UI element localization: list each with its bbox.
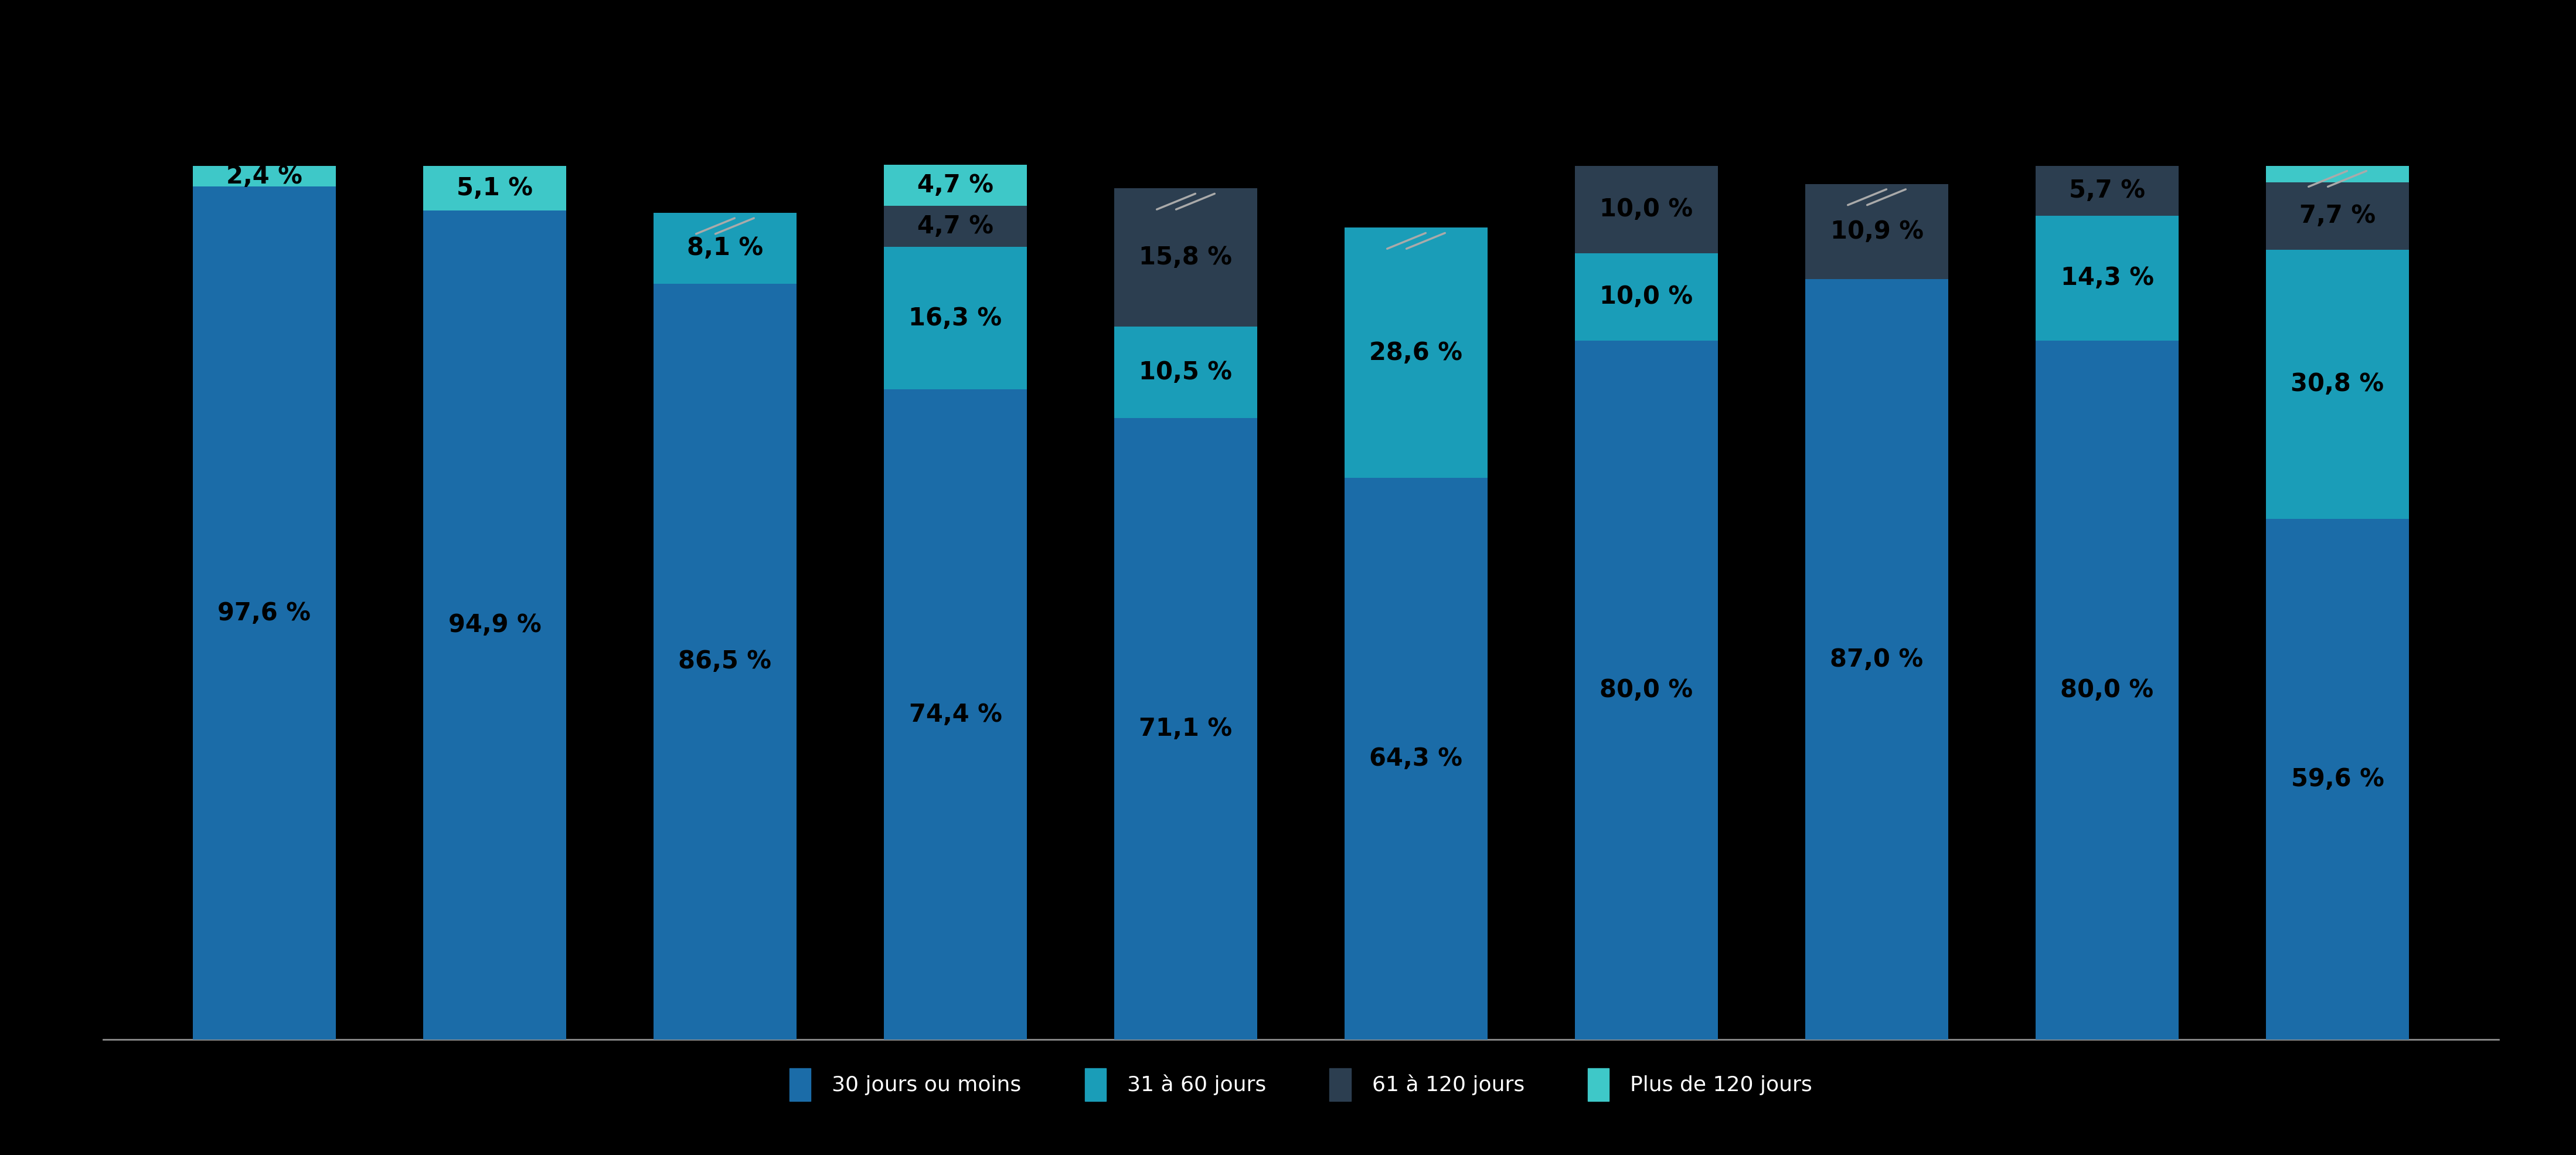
Bar (884, 206, 1028, 247)
Bar (2035, 165, 2179, 216)
Bar (422, 165, 567, 210)
Text: 5,7 %: 5,7 % (2069, 178, 2146, 203)
Bar (1345, 478, 1486, 1040)
Bar (2267, 165, 2409, 182)
Text: 4,7 %: 4,7 % (917, 173, 994, 198)
Bar (1806, 280, 1947, 1040)
Bar (1115, 418, 1257, 1040)
Text: 10,9 %: 10,9 % (1829, 219, 1924, 244)
Bar (1345, 228, 1486, 478)
Bar (2035, 216, 2179, 341)
Bar (2035, 341, 2179, 1040)
Text: 5,1 %: 5,1 % (456, 176, 533, 200)
Text: 14,3 %: 14,3 % (2061, 266, 2154, 290)
Bar (2267, 249, 2409, 519)
Text: 64,3 %: 64,3 % (1370, 746, 1463, 770)
Text: 8,1 %: 8,1 % (688, 236, 762, 261)
Text: 10,0 %: 10,0 % (1600, 284, 1692, 310)
Bar (654, 213, 796, 284)
Text: 59,6 %: 59,6 % (2290, 767, 2383, 791)
Bar (2267, 182, 2409, 249)
Bar (884, 165, 1028, 206)
Text: 87,0 %: 87,0 % (1829, 647, 1924, 672)
Text: 16,3 %: 16,3 % (909, 306, 1002, 330)
Bar (2267, 519, 2409, 1040)
Bar (654, 284, 796, 1040)
Bar (1115, 327, 1257, 418)
Bar (422, 210, 567, 1040)
Text: 86,5 %: 86,5 % (677, 649, 773, 673)
Bar (193, 165, 335, 187)
Text: 15,8 %: 15,8 % (1139, 245, 1231, 270)
Text: 10,5 %: 10,5 % (1139, 360, 1231, 385)
Bar (1806, 184, 1947, 280)
Bar (1115, 188, 1257, 327)
Text: 7,7 %: 7,7 % (2300, 203, 2375, 229)
Text: 4,7 %: 4,7 % (917, 214, 994, 239)
Text: 80,0 %: 80,0 % (2061, 678, 2154, 702)
Text: 71,1 %: 71,1 % (1139, 716, 1231, 742)
Legend: 30 jours ou moins, 31 à 60 jours, 61 à 120 jours, Plus de 120 jours: 30 jours ou moins, 31 à 60 jours, 61 à 1… (781, 1059, 1821, 1109)
Bar (1574, 165, 1718, 253)
Bar (1574, 253, 1718, 341)
Text: 74,4 %: 74,4 % (909, 702, 1002, 726)
Text: 10,0 %: 10,0 % (1600, 198, 1692, 222)
Text: 2,4 %: 2,4 % (227, 164, 301, 188)
Bar (1574, 341, 1718, 1040)
Text: 80,0 %: 80,0 % (1600, 678, 1692, 702)
Bar (193, 187, 335, 1040)
Text: 94,9 %: 94,9 % (448, 612, 541, 638)
Text: 97,6 %: 97,6 % (219, 601, 312, 625)
Bar (884, 389, 1028, 1040)
Bar (884, 247, 1028, 389)
Text: 28,6 %: 28,6 % (1370, 341, 1463, 365)
Text: 30,8 %: 30,8 % (2290, 372, 2385, 396)
